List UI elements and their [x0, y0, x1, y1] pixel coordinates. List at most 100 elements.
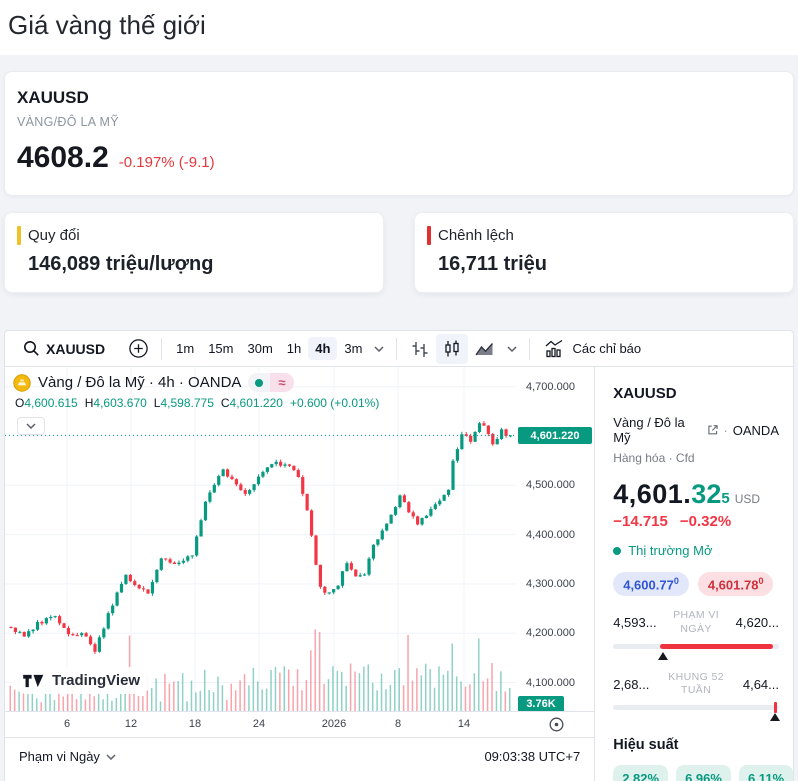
indicators-label: Các chỉ báo	[572, 341, 642, 356]
timeframe-30m[interactable]: 30m	[247, 341, 273, 356]
chart-type-candles-button[interactable]	[436, 333, 469, 364]
tradingview-logo-text: TradingView	[52, 672, 141, 689]
chart-type-bars-button[interactable]	[404, 334, 436, 364]
page-title: Giá vàng thế giới	[8, 10, 206, 40]
time-axis[interactable]: 6 12 18 24 2026 8 14	[5, 711, 595, 737]
price-superscript: 5	[721, 490, 730, 507]
day-range-block: 4,593... PHẠM VI NGÀY 4,620...	[613, 609, 779, 660]
chart-type-area-button[interactable]	[468, 334, 502, 364]
external-link-icon[interactable]	[707, 424, 719, 436]
sidebar-exchange: OANDA	[732, 422, 779, 438]
content: XAUUSD VÀNG/ĐÔ LA MỸ 4608.2 -0.197% (-9.…	[0, 55, 798, 781]
performance-pill: 6.11%	[738, 764, 793, 781]
time-axis-label: 12	[124, 718, 138, 730]
chevron-down-icon	[374, 345, 385, 352]
legend-collapse-button[interactable]	[17, 417, 45, 435]
week52-high: 4,64...	[742, 676, 779, 692]
chart-plot-area[interactable]: 4,700.000 4,500.000 4,400.000 4,300.000 …	[5, 367, 595, 712]
price-axis[interactable]: 4,700.000 4,500.000 4,400.000 4,300.000 …	[516, 367, 595, 711]
price-axis-label: 4,200.000	[526, 627, 575, 639]
chevron-down-icon	[106, 753, 116, 760]
legend-title[interactable]: Vàng / Đô la Mỹ · 4h · OANDA	[38, 374, 242, 391]
price-axis-label: 4,400.000	[526, 529, 575, 541]
toolbar-divider	[529, 337, 531, 360]
info-card-accent	[17, 226, 21, 245]
last-price-badge: 4,601.220	[518, 427, 592, 444]
range-selector[interactable]: Phạm vi Ngày	[19, 749, 116, 764]
close-label: C	[220, 396, 230, 410]
symbol-info-sidebar: XAUUSD Vàng / Đô la Mỹ · OANDA Hàng hóa …	[594, 367, 793, 781]
price-main: 4,601.	[613, 479, 692, 509]
low-value: 4,598.775	[160, 396, 214, 410]
approx-icon: ≈	[270, 373, 294, 392]
open-label: O	[15, 396, 25, 410]
indicators-icon	[546, 339, 563, 358]
chart-legend: Vàng / Đô la Mỹ · 4h · OANDA ≈	[13, 373, 294, 392]
timezone-clock[interactable]: 09:03:38 UTC+7	[484, 749, 581, 764]
timeframe-1m[interactable]: 1m	[176, 341, 195, 356]
chart-toolbar: XAUUSD 1m 15m 30m 1h 4h 3m	[5, 331, 793, 367]
price-axis-label: 4,500.000	[526, 479, 575, 491]
time-axis-label: 8	[394, 718, 402, 730]
chart-type-menu-button[interactable]	[502, 342, 522, 356]
tradingview-logo[interactable]: TradingView	[13, 667, 153, 694]
indicators-button[interactable]: Các chỉ báo	[537, 334, 647, 363]
performance-pill: 2.82%	[613, 764, 669, 781]
page-header: Giá vàng thế giới	[0, 0, 798, 55]
time-axis-label: 14	[457, 718, 471, 730]
bid-pill[interactable]: 4,600.770	[613, 572, 689, 597]
market-status-pill[interactable]: ≈	[248, 373, 294, 392]
bid-ask-row: 4,600.770 4,601.780	[613, 572, 779, 597]
bars-chart-icon	[412, 341, 428, 357]
symbol-search-button[interactable]: XAUUSD	[17, 336, 111, 361]
timeframe-15m[interactable]: 15m	[208, 341, 234, 356]
sidebar-category: Hàng hóa · Cfd	[613, 451, 695, 465]
quote-card: XAUUSD VÀNG/ĐÔ LA MỸ 4608.2 -0.197% (-9.…	[4, 71, 794, 196]
sidebar-symbol: XAUUSD	[613, 385, 677, 402]
quote-price-row: 4608.2 -0.197% (-9.1)	[17, 141, 777, 175]
market-open-dot-icon	[613, 546, 622, 555]
toolbar-divider	[161, 337, 163, 360]
info-card-label: Quy đổi	[28, 227, 80, 244]
chevron-down-icon	[26, 423, 36, 429]
week52-marker	[769, 712, 780, 721]
price-axis-label: 4,100.000	[526, 677, 575, 689]
sidebar-market-line: Vàng / Đô la Mỹ · OANDA	[613, 415, 779, 445]
separator-dot: ·	[723, 422, 728, 438]
area-chart-icon	[475, 342, 494, 355]
week52-bar	[613, 701, 780, 721]
search-icon	[24, 341, 39, 356]
volume-badge: 3.76K	[518, 696, 564, 712]
quote-symbol: XAUUSD	[17, 88, 89, 107]
candles-chart-icon	[445, 340, 460, 356]
info-card-spread: Chênh lệch 16,711 triệu	[414, 212, 794, 293]
ask-pill[interactable]: 4,601.780	[697, 572, 774, 597]
timeframe-4h[interactable]: 4h	[308, 337, 338, 360]
info-card-conversion: Quy đổi 146,089 triệu/lượng	[4, 212, 384, 293]
sidebar-change: −14.715 −0.32%	[613, 513, 779, 530]
price-last-digits: 32	[691, 479, 722, 509]
gold-coin-icon	[13, 373, 31, 392]
chart-column: 4,700.000 4,500.000 4,400.000 4,300.000 …	[5, 367, 595, 781]
week52-range-block: 2,68... KHUNG 52 TUẦN 4,64...	[613, 671, 780, 721]
chart-body: 4,700.000 4,500.000 4,400.000 4,300.000 …	[5, 367, 793, 781]
candlestick-chart[interactable]	[5, 367, 516, 711]
open-value: 4,600.615	[24, 396, 78, 410]
scroll-to-realtime-icon[interactable]	[548, 716, 565, 733]
info-card-value: 146,089 triệu/lượng	[28, 253, 214, 275]
timeframe-3m[interactable]: 3m	[344, 341, 363, 356]
compare-add-button[interactable]	[123, 334, 154, 363]
day-range-bar	[613, 643, 779, 660]
info-card-label: Chênh lệch	[438, 227, 514, 244]
performance-pill: 6.96%	[676, 764, 731, 781]
range-selector-label: Phạm vi Ngày	[19, 749, 100, 764]
info-card-value: 16,711 triệu	[438, 253, 547, 275]
toolbar-symbol: XAUUSD	[46, 340, 106, 357]
sidebar-market-name[interactable]: Vàng / Đô la Mỹ	[613, 415, 685, 445]
quote-change: -0.197% (-9.1)	[118, 154, 215, 171]
timeframe-1h[interactable]: 1h	[286, 341, 302, 356]
time-axis-label: 2026	[321, 718, 347, 730]
time-axis-label: 6	[63, 718, 71, 730]
performance-block: Hiệu suất 2.82% 6.96% 6.11%	[613, 737, 793, 781]
timeframe-menu-button[interactable]	[369, 342, 389, 356]
